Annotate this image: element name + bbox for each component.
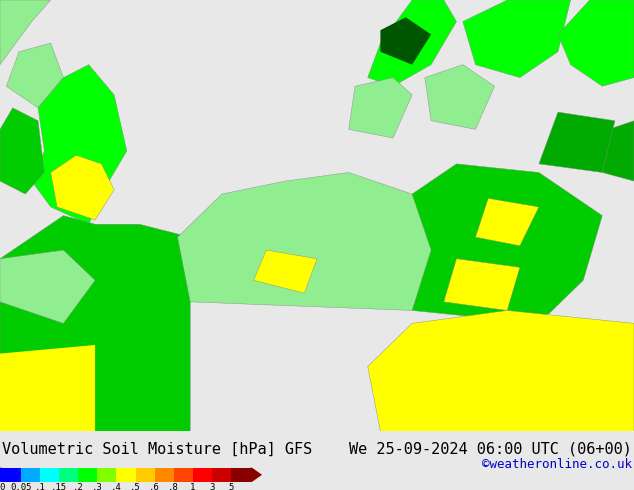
- Polygon shape: [602, 121, 634, 181]
- Text: .3: .3: [92, 483, 103, 490]
- Polygon shape: [476, 198, 539, 246]
- Bar: [59, 467, 79, 482]
- Text: 1: 1: [190, 483, 195, 490]
- Polygon shape: [412, 164, 602, 323]
- Bar: [155, 467, 174, 482]
- Text: ©weatheronline.co.uk: ©weatheronline.co.uk: [482, 458, 632, 470]
- Polygon shape: [0, 345, 95, 431]
- FancyArrow shape: [0, 467, 2, 482]
- Bar: [2, 467, 21, 482]
- Text: .5: .5: [130, 483, 141, 490]
- Bar: [40, 467, 59, 482]
- Bar: [136, 467, 155, 482]
- Text: Volumetric Soil Moisture [hPa] GFS: Volumetric Soil Moisture [hPa] GFS: [2, 441, 313, 456]
- Bar: [79, 467, 98, 482]
- Text: 0.05: 0.05: [10, 483, 32, 490]
- Text: .2: .2: [73, 483, 84, 490]
- Bar: [21, 467, 40, 482]
- Text: 0: 0: [0, 483, 4, 490]
- Text: .8: .8: [168, 483, 179, 490]
- Text: .1: .1: [35, 483, 46, 490]
- Polygon shape: [0, 250, 95, 323]
- Text: 5: 5: [228, 483, 233, 490]
- Text: .4: .4: [111, 483, 122, 490]
- Polygon shape: [0, 0, 51, 65]
- Text: .6: .6: [149, 483, 160, 490]
- Polygon shape: [539, 112, 615, 172]
- Bar: [231, 467, 250, 482]
- Polygon shape: [444, 259, 520, 311]
- Polygon shape: [0, 216, 190, 431]
- Polygon shape: [51, 155, 114, 220]
- Polygon shape: [463, 0, 571, 77]
- FancyArrow shape: [250, 467, 262, 482]
- Polygon shape: [425, 65, 495, 129]
- Bar: [174, 467, 193, 482]
- Polygon shape: [349, 77, 412, 138]
- Text: We 25-09-2024 06:00 UTC (06+00): We 25-09-2024 06:00 UTC (06+00): [349, 441, 632, 456]
- Bar: [117, 467, 136, 482]
- Polygon shape: [368, 311, 634, 431]
- Polygon shape: [380, 17, 431, 65]
- Polygon shape: [558, 0, 634, 86]
- Bar: [98, 467, 117, 482]
- Polygon shape: [0, 108, 44, 194]
- Polygon shape: [6, 43, 63, 108]
- Polygon shape: [32, 65, 127, 224]
- Text: .15: .15: [51, 483, 67, 490]
- Bar: [212, 467, 231, 482]
- Polygon shape: [368, 0, 456, 86]
- Polygon shape: [178, 172, 444, 311]
- Text: 3: 3: [209, 483, 214, 490]
- Bar: [193, 467, 212, 482]
- Polygon shape: [254, 250, 317, 293]
